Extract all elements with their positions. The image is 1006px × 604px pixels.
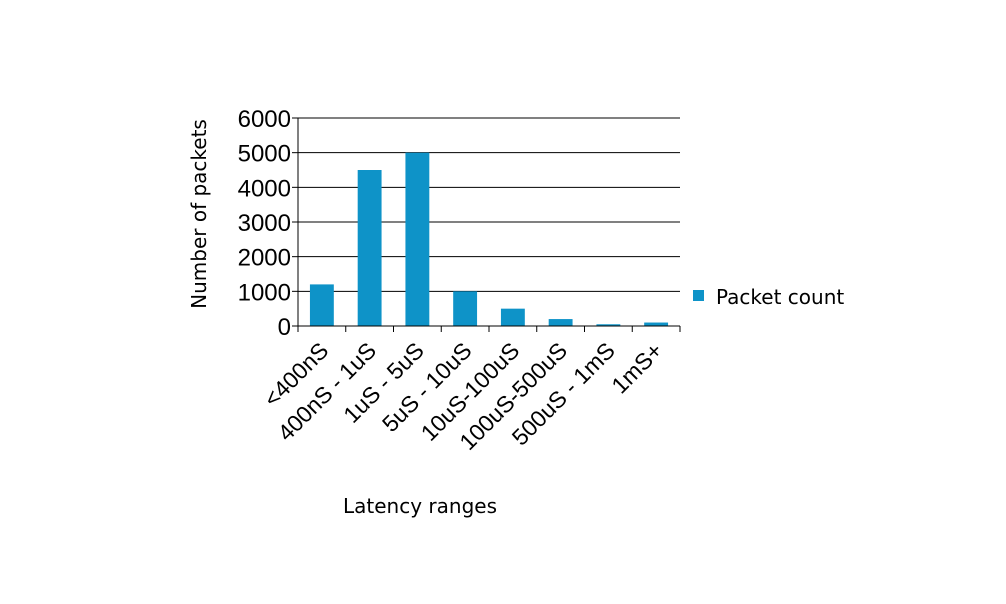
bar xyxy=(548,319,573,326)
bar xyxy=(500,308,525,326)
bars xyxy=(309,152,669,326)
y-tick-label: 2000 xyxy=(238,245,291,272)
gridlines xyxy=(292,117,681,332)
y-tick-label: 5000 xyxy=(238,141,291,168)
axes xyxy=(292,118,680,327)
y-tick-label: 6000 xyxy=(238,106,291,133)
x-tick-label: 1mS+ xyxy=(606,337,667,398)
y-tick-label: 1000 xyxy=(238,279,291,306)
y-tick-label: 4000 xyxy=(238,175,291,202)
legend-label: Packet count xyxy=(716,285,844,309)
x-axis-title: Latency ranges xyxy=(343,494,497,518)
bar xyxy=(309,284,334,326)
y-axis-title: Number of packets xyxy=(187,119,211,309)
y-tick-labels: 0 1000 2000 3000 4000 5000 6000 xyxy=(238,106,291,341)
bar xyxy=(644,322,669,326)
legend: Packet count xyxy=(693,285,844,309)
legend-swatch xyxy=(693,290,704,301)
y-tick-label: 3000 xyxy=(238,210,291,237)
bar xyxy=(357,170,382,326)
bar xyxy=(405,152,430,326)
bar xyxy=(453,291,478,326)
bar xyxy=(596,324,621,326)
y-tick-label: 0 xyxy=(278,314,291,341)
